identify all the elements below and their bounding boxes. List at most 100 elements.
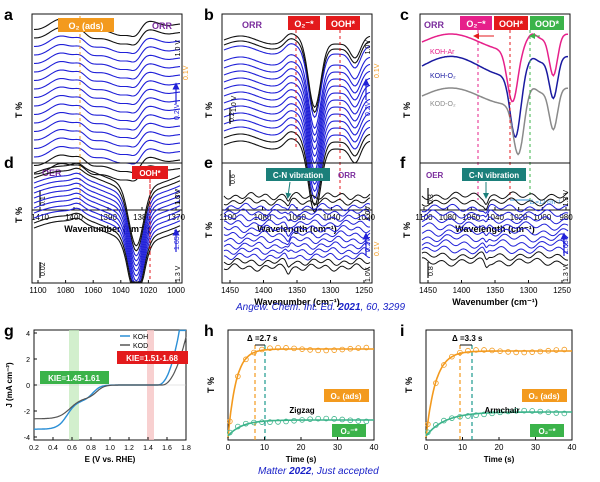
spectrum-trace (223, 191, 371, 202)
data-point (251, 419, 257, 426)
data-point (505, 408, 511, 415)
points-i-o2 (425, 407, 568, 436)
data-point (473, 347, 479, 353)
ticks-g: 0.2 0.4 0.6 0.8 1.0 1.2 1.4 1.6 1.8 4 2 0 -2 -4 (24, 331, 191, 452)
tick-label: 1300 (322, 286, 340, 295)
data-point (339, 416, 346, 423)
spectrum-trace (421, 227, 569, 237)
data-point (465, 347, 471, 354)
spectrum-trace (34, 137, 181, 157)
panel-letter-h: h (204, 323, 214, 340)
spectrum-trace (421, 239, 569, 249)
data-point (339, 346, 346, 353)
data-point (227, 418, 233, 425)
data-point (537, 408, 544, 415)
spectra-f (421, 191, 569, 269)
tick-label: 1350 (486, 286, 504, 295)
spectrum-trace (223, 96, 371, 172)
badge-b2 (326, 16, 360, 30)
spectrum-trace (34, 111, 181, 131)
data-point (363, 418, 370, 425)
name-h: Zigzag (289, 406, 314, 415)
ylabel-f: T % (402, 222, 412, 238)
spectrum-trace (421, 191, 569, 205)
tick-label: 2 (26, 357, 30, 364)
tick-label: 1250 (355, 286, 373, 295)
spectrum-trace (34, 35, 181, 55)
data-point (275, 344, 281, 351)
spectra-b (223, 33, 371, 214)
tick-label: 1020 (140, 286, 158, 295)
tick-label: 1400 (255, 286, 273, 295)
panel-letter-c: c (400, 7, 409, 24)
data-point (433, 422, 439, 428)
data-point (299, 417, 305, 423)
xlabel-f: Wavenumber (cm⁻¹) (452, 297, 537, 307)
xticks-h: 0 10 20 30 40 (226, 437, 379, 452)
spectrum-trace (421, 55, 568, 139)
spectrum-trace (33, 187, 181, 272)
tick-label: 1020 (510, 213, 528, 222)
curve-h-o2 (227, 419, 374, 437)
label-i1-badge (522, 389, 567, 402)
voltage-mid-f: 1.65V (563, 235, 570, 254)
spectrum-trace (223, 224, 371, 237)
data-point (425, 421, 431, 428)
badge-f (462, 168, 526, 181)
tick-label: 1100 (415, 213, 433, 222)
data-point (561, 410, 568, 417)
spectrum-trace (223, 103, 371, 179)
spectrum-trace (33, 167, 181, 252)
panel-b: b O₂⁻* OOH* ORR 1.0V 0.2V 0.1V 1.0 V 0.2… (204, 7, 381, 234)
spectrum-trace (223, 235, 371, 246)
data-point (227, 429, 233, 436)
tick-label: 1.8 (181, 445, 191, 452)
spectrum-trace (33, 197, 181, 282)
data-point (513, 349, 519, 356)
spectrum-trace (34, 43, 181, 63)
panel-letter-b: b (204, 7, 214, 24)
tick-label: -4 (24, 435, 30, 442)
voltage-top-f: 1.3 V (563, 190, 570, 207)
tick-label: 1080 (254, 213, 272, 222)
kie-badge-green (40, 371, 109, 384)
spectrum-trace (223, 202, 371, 212)
panel-f: f T % (400, 155, 412, 238)
spectrum-trace (223, 124, 371, 200)
tick-label: 1060 (288, 213, 306, 222)
voltage-top-d: 1.3V (175, 190, 182, 205)
spectrum-trace (34, 103, 181, 123)
spectrum-trace (33, 202, 181, 283)
scale-label-d: 0.02 (40, 262, 47, 276)
data-point (243, 356, 249, 363)
spectrum-trace (421, 221, 569, 231)
data-point (505, 349, 511, 355)
plot-frame-d (31, 162, 183, 284)
tick-label: 1.2 (124, 445, 134, 452)
kie-label-red: KIE=1.51-1.68 (126, 354, 178, 363)
spectrum-trace (223, 75, 371, 151)
tick-label: 0 (424, 443, 429, 452)
spectrum-trace (223, 117, 371, 193)
tick-label: 0.8 (86, 445, 96, 452)
voltage-bottom-f: 1.3 V (563, 265, 570, 282)
spectra-d (33, 162, 181, 283)
panel-a: a O₂ (ads) ORR 1.0 V 0.2 V 0.1V 1.0 V 0.… (4, 7, 190, 234)
panel-letter-e: e (204, 155, 213, 172)
badge-c3 (530, 16, 564, 30)
spectrum-trace (34, 52, 181, 72)
data-point (243, 420, 249, 427)
tick-label: 20 (495, 443, 504, 452)
scale-label-c: 0.3 (428, 194, 435, 204)
spectrum-trace (223, 208, 371, 217)
voltage-mid2-e: 0.1V (374, 241, 381, 256)
data-point (259, 346, 265, 353)
tick-label: 40 (370, 443, 379, 452)
data-point (323, 347, 329, 354)
data-point (331, 347, 338, 353)
tick-label: 1350 (288, 286, 306, 295)
panel-i: i Δ =3.3 s O₂ (ads) O₂⁻* Armchair T % 0 1… (400, 323, 577, 464)
tick-label: 1.0 (105, 445, 115, 452)
curve-h-o2ads (227, 348, 374, 439)
